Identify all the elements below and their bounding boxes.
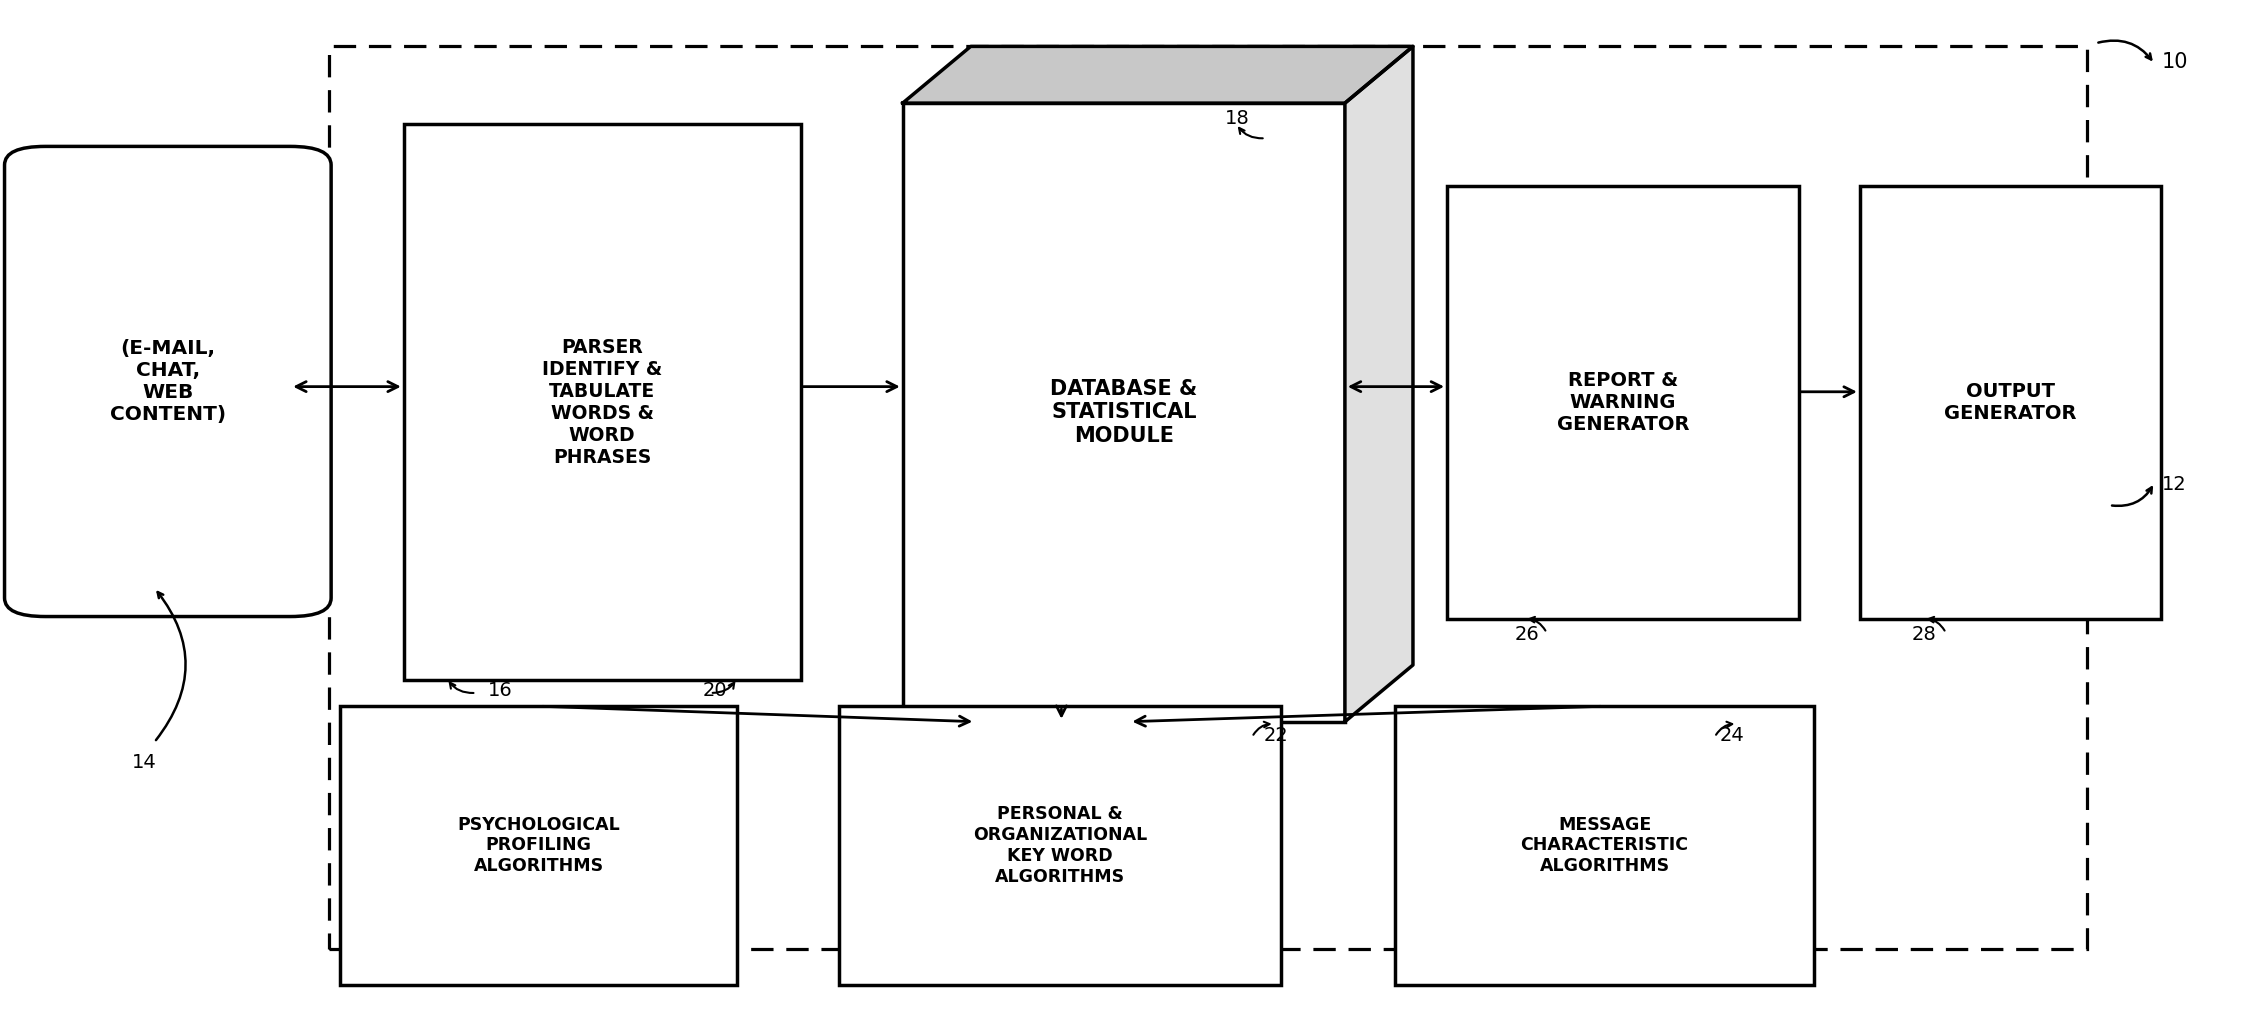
Polygon shape [1345, 46, 1413, 722]
Text: 12: 12 [2161, 475, 2186, 494]
FancyBboxPatch shape [903, 103, 1345, 722]
FancyBboxPatch shape [839, 706, 1281, 985]
Text: 14: 14 [132, 754, 156, 772]
Text: 28: 28 [1912, 625, 1937, 643]
Text: PARSER
IDENTIFY &
TABULATE
WORDS &
WORD
PHRASES: PARSER IDENTIFY & TABULATE WORDS & WORD … [542, 337, 662, 467]
Polygon shape [903, 46, 1413, 103]
Text: OUTPUT
GENERATOR: OUTPUT GENERATOR [1944, 381, 2077, 423]
FancyBboxPatch shape [1447, 186, 1799, 619]
Text: 24: 24 [1719, 726, 1744, 744]
Text: MESSAGE
CHARACTERISTIC
ALGORITHMS: MESSAGE CHARACTERISTIC ALGORITHMS [1520, 816, 1690, 875]
FancyBboxPatch shape [1395, 706, 1814, 985]
Text: (E-MAIL,
CHAT,
WEB
CONTENT): (E-MAIL, CHAT, WEB CONTENT) [109, 339, 227, 424]
Text: 10: 10 [2161, 52, 2189, 72]
FancyBboxPatch shape [1860, 186, 2161, 619]
FancyBboxPatch shape [404, 124, 801, 680]
Text: PSYCHOLOGICAL
PROFILING
ALGORITHMS: PSYCHOLOGICAL PROFILING ALGORITHMS [458, 816, 619, 875]
Text: PERSONAL &
ORGANIZATIONAL
KEY WORD
ALGORITHMS: PERSONAL & ORGANIZATIONAL KEY WORD ALGOR… [973, 805, 1148, 886]
Text: 22: 22 [1263, 726, 1288, 744]
Text: 18: 18 [1225, 109, 1250, 128]
FancyBboxPatch shape [340, 706, 737, 985]
Text: REPORT &
WARNING
GENERATOR: REPORT & WARNING GENERATOR [1556, 370, 1690, 434]
Text: 20: 20 [703, 681, 728, 700]
Text: DATABASE &
STATISTICAL
MODULE: DATABASE & STATISTICAL MODULE [1050, 379, 1198, 445]
Text: 26: 26 [1515, 625, 1540, 643]
Text: 16: 16 [488, 681, 513, 700]
FancyBboxPatch shape [5, 146, 331, 617]
